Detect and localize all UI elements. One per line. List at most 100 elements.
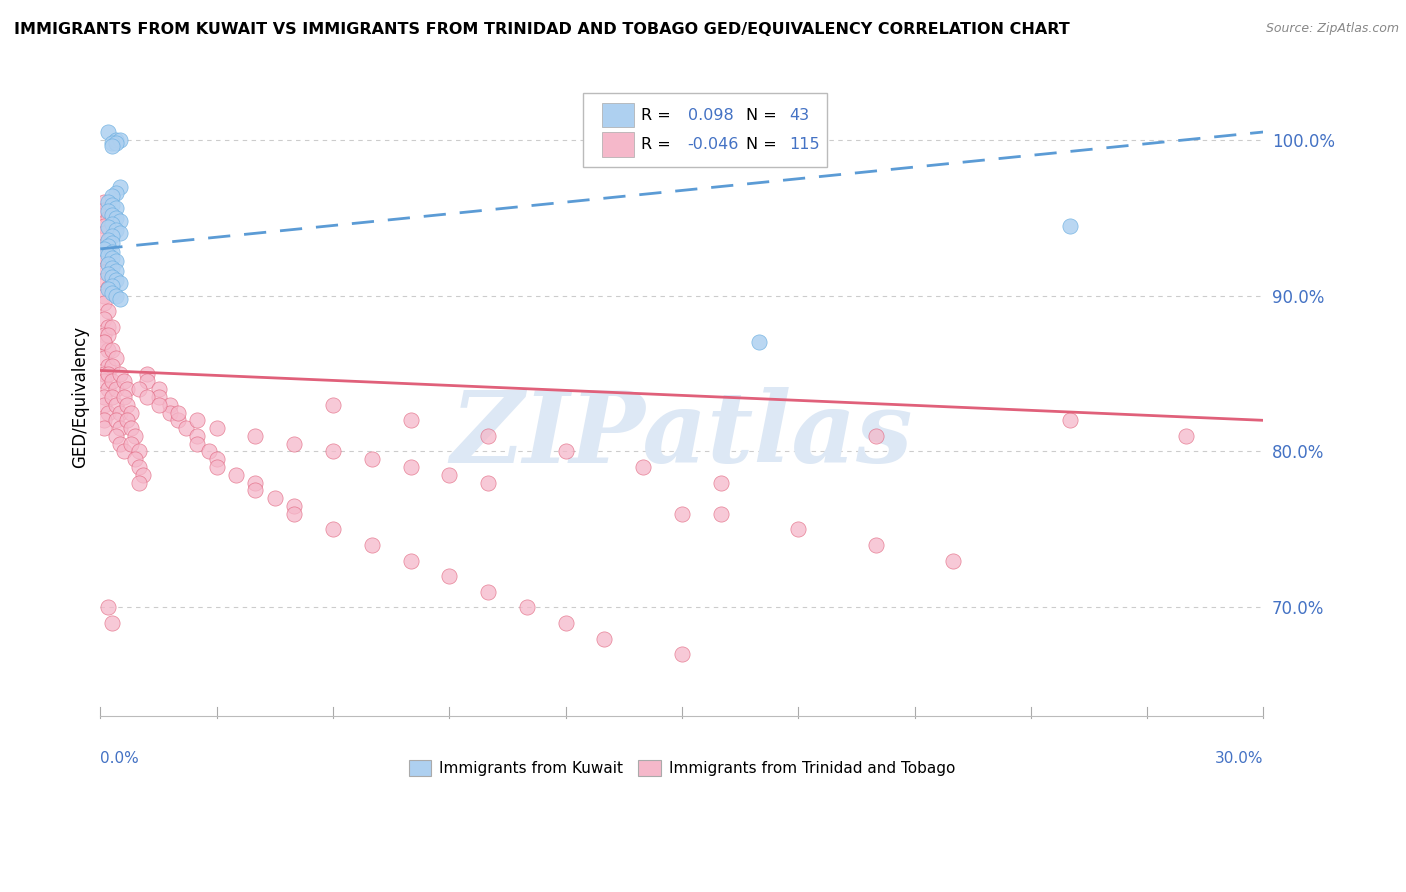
Point — [477, 475, 499, 490]
Point — [787, 523, 810, 537]
Point — [104, 254, 127, 268]
Point — [104, 136, 127, 150]
Text: IMMIGRANTS FROM KUWAIT VS IMMIGRANTS FROM TRINIDAD AND TOBAGO GED/EQUIVALENCY CO: IMMIGRANTS FROM KUWAIT VS IMMIGRANTS FRO… — [14, 22, 1070, 37]
Point — [93, 351, 115, 365]
Text: Source: ZipAtlas.com: Source: ZipAtlas.com — [1265, 22, 1399, 36]
Point — [97, 234, 120, 248]
Text: ZIPatlas: ZIPatlas — [451, 387, 912, 483]
Point — [1059, 413, 1081, 427]
Point — [148, 398, 170, 412]
Point — [104, 273, 127, 287]
Point — [283, 436, 305, 450]
Point — [167, 413, 190, 427]
Point — [97, 304, 120, 318]
Point — [593, 632, 616, 646]
Point — [101, 269, 124, 284]
Y-axis label: GED/Equivalency: GED/Equivalency — [72, 326, 89, 468]
Point — [205, 421, 228, 435]
Point — [108, 133, 131, 147]
Point — [97, 382, 120, 396]
Point — [516, 600, 538, 615]
Point — [108, 276, 131, 290]
Point — [554, 615, 576, 630]
Point — [101, 136, 124, 150]
Point — [360, 452, 382, 467]
Point — [439, 467, 461, 482]
Point — [97, 220, 120, 235]
Point — [93, 312, 115, 326]
Point — [93, 227, 115, 241]
Point — [108, 179, 131, 194]
Point — [101, 615, 124, 630]
Point — [245, 429, 267, 443]
Point — [399, 553, 422, 567]
Point — [148, 390, 170, 404]
Point — [120, 405, 142, 419]
Point — [263, 491, 285, 506]
Point — [97, 125, 120, 139]
Point — [283, 499, 305, 513]
Text: R =: R = — [641, 137, 676, 152]
Point — [159, 398, 181, 412]
Point — [128, 475, 150, 490]
Legend: Immigrants from Kuwait, Immigrants from Trinidad and Tobago: Immigrants from Kuwait, Immigrants from … — [402, 754, 962, 782]
Point — [101, 245, 124, 260]
Point — [104, 133, 127, 147]
Point — [97, 248, 120, 262]
Point — [112, 390, 135, 404]
Point — [104, 211, 127, 225]
Point — [97, 600, 120, 615]
Point — [186, 413, 208, 427]
Point — [93, 288, 115, 302]
Point — [104, 398, 127, 412]
Point — [117, 382, 139, 396]
Point — [101, 390, 124, 404]
Point — [97, 211, 120, 225]
Point — [128, 444, 150, 458]
Point — [671, 507, 693, 521]
Point — [101, 285, 124, 300]
Point — [108, 367, 131, 381]
Point — [93, 335, 115, 350]
Point — [174, 421, 197, 435]
Point — [225, 467, 247, 482]
Point — [108, 292, 131, 306]
Point — [554, 444, 576, 458]
Point — [322, 398, 344, 412]
Point — [104, 413, 127, 427]
Point — [117, 413, 139, 427]
Point — [97, 267, 120, 281]
Point — [205, 452, 228, 467]
Point — [93, 219, 115, 233]
Point — [108, 214, 131, 228]
Point — [97, 343, 120, 358]
Point — [101, 208, 124, 222]
Point — [135, 367, 157, 381]
Text: N =: N = — [745, 137, 782, 152]
Point — [97, 367, 120, 381]
Point — [93, 398, 115, 412]
Point — [399, 413, 422, 427]
Point — [671, 647, 693, 661]
Text: 30.0%: 30.0% — [1215, 751, 1264, 765]
Point — [108, 405, 131, 419]
Point — [245, 475, 267, 490]
Point — [93, 242, 115, 256]
FancyBboxPatch shape — [602, 103, 634, 128]
Point — [97, 319, 120, 334]
Point — [112, 444, 135, 458]
Point — [1174, 429, 1197, 443]
Point — [120, 421, 142, 435]
Text: -0.046: -0.046 — [688, 137, 740, 152]
Point — [477, 429, 499, 443]
Point — [104, 223, 127, 237]
FancyBboxPatch shape — [602, 132, 634, 157]
Point — [283, 507, 305, 521]
Text: R =: R = — [641, 108, 676, 122]
Point — [710, 475, 733, 490]
Point — [104, 186, 127, 200]
Point — [245, 483, 267, 498]
Point — [865, 429, 887, 443]
Point — [135, 375, 157, 389]
Point — [101, 229, 124, 244]
